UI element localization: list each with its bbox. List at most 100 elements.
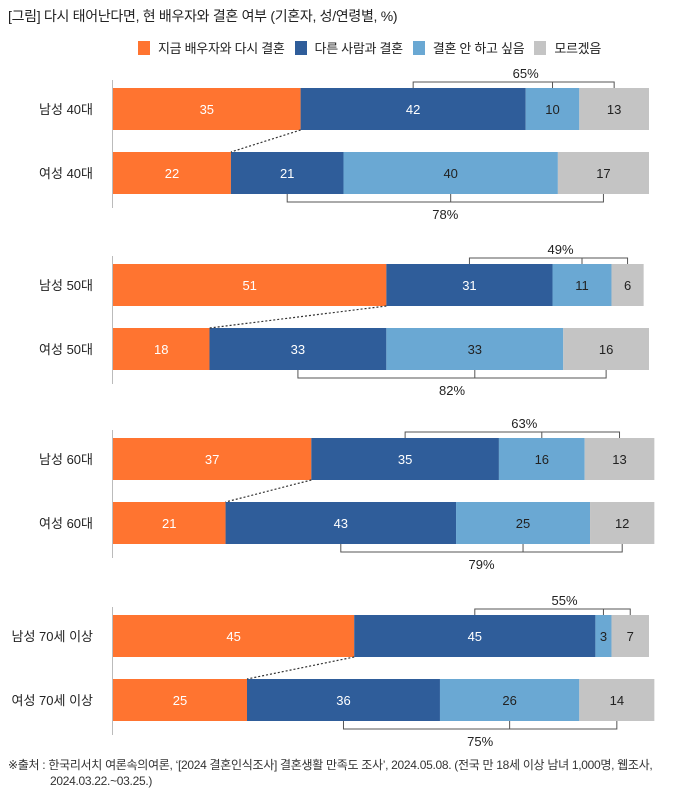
legend-swatch-same-spouse [138, 40, 150, 55]
bar-segment-other-person [225, 502, 457, 544]
data-label: 10 [545, 102, 559, 117]
legend-label: 결혼 안 하고 싶음 [432, 41, 525, 56]
data-label: 42 [406, 102, 420, 117]
bar-segment-other-person [311, 438, 499, 480]
bar-segment-same-spouse [113, 88, 301, 130]
data-label: 16 [599, 342, 613, 357]
bar-segment-same-spouse [113, 502, 226, 544]
data-label: 45 [468, 629, 482, 644]
data-label: 7 [627, 629, 634, 644]
data-label: 36 [336, 693, 350, 708]
bar-segment-same-spouse [113, 328, 210, 370]
data-label: 11 [575, 278, 589, 293]
footnote-line-2: 2024.03.22.~03.25.) [50, 774, 153, 788]
data-label: 25 [173, 693, 187, 708]
data-label: 14 [610, 693, 624, 708]
data-label: 13 [612, 452, 626, 467]
data-label: 43 [334, 516, 348, 531]
bar-segment-dont-know [611, 264, 644, 306]
data-label: 12 [615, 516, 629, 531]
bracket-bottom [286, 194, 604, 203]
legend-item-other-person: 다른 사람과 결혼 [294, 38, 404, 57]
row-label: 남성 60대 [39, 452, 93, 467]
data-label: 51 [242, 278, 256, 293]
legend-swatch-dont-know [534, 40, 547, 55]
bar-segment-other-person [300, 88, 526, 130]
data-label: 21 [280, 166, 294, 181]
bracket-bottom-label: 78% [432, 207, 458, 222]
connector-dotted-line [225, 479, 312, 503]
bracket-top [412, 81, 615, 88]
legend-item-no-marriage: 결혼 안 하고 싶음 [412, 38, 525, 57]
data-label: 25 [516, 516, 530, 531]
connector-dotted-line [230, 129, 301, 153]
data-label: 3 [600, 629, 607, 644]
bar-segment-dont-know [557, 152, 649, 194]
connector-dotted-line [209, 305, 387, 329]
bar-segment-no-marriage [343, 152, 558, 194]
data-label: 35 [200, 102, 214, 117]
footnote: ※출처 : 한국리서치 여론속의여론, ‘[2024 결혼인식조사] 결혼생활 … [8, 757, 653, 789]
legend-item-same-spouse: 지금 배우자와 다시 결혼 [138, 38, 285, 57]
bracket-bottom [342, 721, 618, 730]
bar-segment-same-spouse [113, 438, 312, 480]
bar-segment-other-person [247, 679, 440, 721]
legend-swatch-other-person [294, 40, 307, 55]
data-label: 18 [154, 342, 168, 357]
footnote-line-1: ※출처 : 한국리서치 여론속의여론, ‘[2024 결혼인식조사] 결혼생활 … [8, 758, 653, 772]
data-label: 21 [162, 516, 176, 531]
stacked-bar-chart: 남성 40대 35 42 10 13 여성 40대 22 21 40 17 65% 78% 남성 50대… [12, 66, 655, 749]
bar-segment-no-marriage [552, 264, 612, 306]
row-label: 여성 60대 [39, 516, 93, 531]
data-label: 37 [205, 452, 219, 467]
bracket-top [468, 257, 629, 264]
row-label: 여성 70세 이상 [12, 693, 94, 708]
bracket-top-label: 49% [547, 242, 573, 257]
bracket-bottom [340, 544, 623, 553]
legend-label: 모르겠음 [554, 41, 601, 56]
connector-dotted-line [246, 656, 355, 680]
data-label: 13 [607, 102, 621, 117]
bracket-top-label: 65% [513, 66, 539, 81]
bracket-top-label: 55% [552, 593, 578, 608]
bracket-bottom-label: 79% [468, 557, 494, 572]
chart-title: [그림] 다시 태어난다면, 현 배우자와 결혼 여부 (기혼자, 성/연령별,… [8, 8, 398, 24]
data-label: 22 [165, 166, 179, 181]
bar-segment-dont-know [611, 615, 649, 657]
legend: 지금 배우자와 다시 결혼 다른 사람과 결혼 결혼 안 하고 싶음 모르겠음 [138, 38, 611, 57]
bracket-bottom-label: 75% [467, 734, 493, 749]
bracket-bottom-label: 82% [439, 383, 465, 398]
legend-label: 다른 사람과 결혼 [314, 41, 404, 56]
bracket-top [404, 431, 621, 438]
bar-segment-other-person [386, 264, 553, 306]
row-label: 남성 50대 [39, 278, 93, 293]
bar-segment-dont-know [590, 502, 655, 544]
legend-label: 지금 배우자와 다시 결혼 [158, 41, 285, 56]
data-label: 31 [462, 278, 476, 293]
bar-segment-no-marriage [498, 438, 585, 480]
row-label: 여성 40대 [39, 166, 93, 181]
legend-item-dont-know: 모르겠음 [534, 38, 601, 57]
bar-segment-no-marriage [386, 328, 564, 370]
data-label: 6 [624, 278, 631, 293]
data-label: 35 [398, 452, 412, 467]
bar-segment-dont-know [584, 438, 655, 480]
bracket-top [474, 608, 631, 615]
bar-segment-dont-know [563, 328, 649, 370]
legend-swatch-no-marriage [412, 40, 425, 55]
bar-segment-dont-know [579, 679, 655, 721]
bar-segment-same-spouse [113, 679, 247, 721]
bar-segment-no-marriage [525, 88, 580, 130]
bar-segment-same-spouse [113, 615, 355, 657]
data-label: 45 [226, 629, 240, 644]
data-label: 16 [535, 452, 549, 467]
bar-segment-other-person [209, 328, 387, 370]
bar-segment-no-marriage [439, 679, 580, 721]
bar-segment-other-person [354, 615, 596, 657]
bar-segment-same-spouse [113, 264, 387, 306]
row-label: 남성 40대 [39, 102, 93, 117]
bracket-bottom [297, 370, 607, 379]
row-label: 남성 70세 이상 [12, 629, 94, 644]
data-label: 33 [291, 342, 305, 357]
data-label: 26 [502, 693, 516, 708]
